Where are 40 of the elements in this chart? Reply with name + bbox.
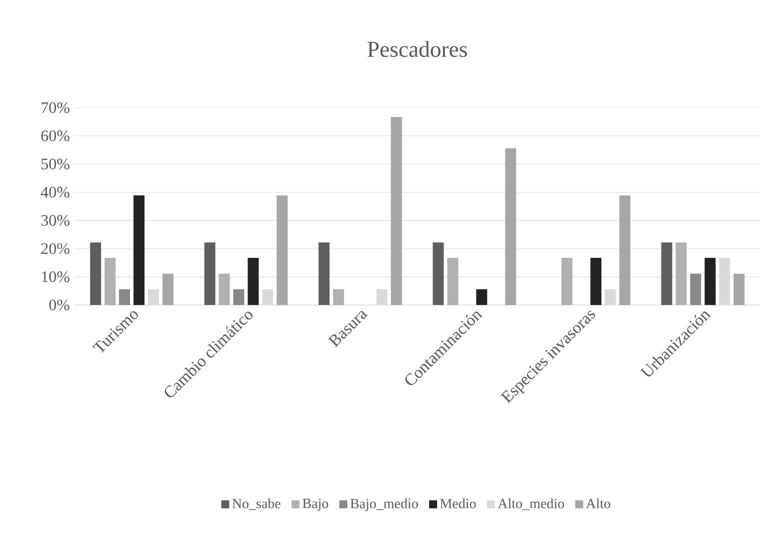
y-tick-label: 60% bbox=[41, 130, 70, 142]
bar bbox=[218, 274, 230, 305]
bar bbox=[390, 116, 402, 305]
bar bbox=[233, 289, 244, 305]
bar bbox=[619, 195, 630, 305]
bar bbox=[734, 274, 745, 305]
bar bbox=[690, 274, 702, 305]
bar bbox=[476, 289, 488, 305]
bar bbox=[204, 242, 216, 305]
bar bbox=[561, 258, 572, 305]
y-tick-label: 0% bbox=[49, 300, 70, 310]
bar bbox=[134, 195, 145, 305]
legend-label: Medio bbox=[440, 498, 476, 508]
legend-label: No_sabe bbox=[232, 498, 280, 510]
legend-label: Alto_medio bbox=[498, 498, 564, 510]
bar bbox=[661, 242, 672, 305]
bar bbox=[276, 195, 288, 305]
legend-label: Bajo_medio bbox=[350, 498, 418, 512]
chart-title: Pescadores bbox=[368, 41, 467, 57]
bar bbox=[162, 274, 174, 305]
y-tick-label: 50% bbox=[42, 158, 70, 170]
y-tick-label: 10% bbox=[42, 271, 70, 282]
bar bbox=[676, 242, 687, 305]
y-tick-label: 30% bbox=[41, 215, 70, 226]
y-tick-label: 70% bbox=[42, 102, 70, 114]
bar bbox=[248, 258, 259, 305]
bar bbox=[704, 258, 716, 305]
bar bbox=[447, 258, 458, 305]
legend-label: Alto bbox=[586, 498, 610, 508]
bar bbox=[119, 289, 130, 305]
y-tick-label: 40% bbox=[40, 186, 70, 198]
bar bbox=[104, 258, 116, 305]
legend-label: Bajo bbox=[302, 498, 328, 511]
bar bbox=[590, 258, 602, 305]
y-tick-label: 20% bbox=[41, 243, 70, 254]
bar bbox=[90, 242, 102, 305]
bar bbox=[432, 242, 444, 305]
bar bbox=[333, 289, 344, 305]
bar bbox=[505, 148, 516, 305]
bar bbox=[318, 242, 330, 305]
